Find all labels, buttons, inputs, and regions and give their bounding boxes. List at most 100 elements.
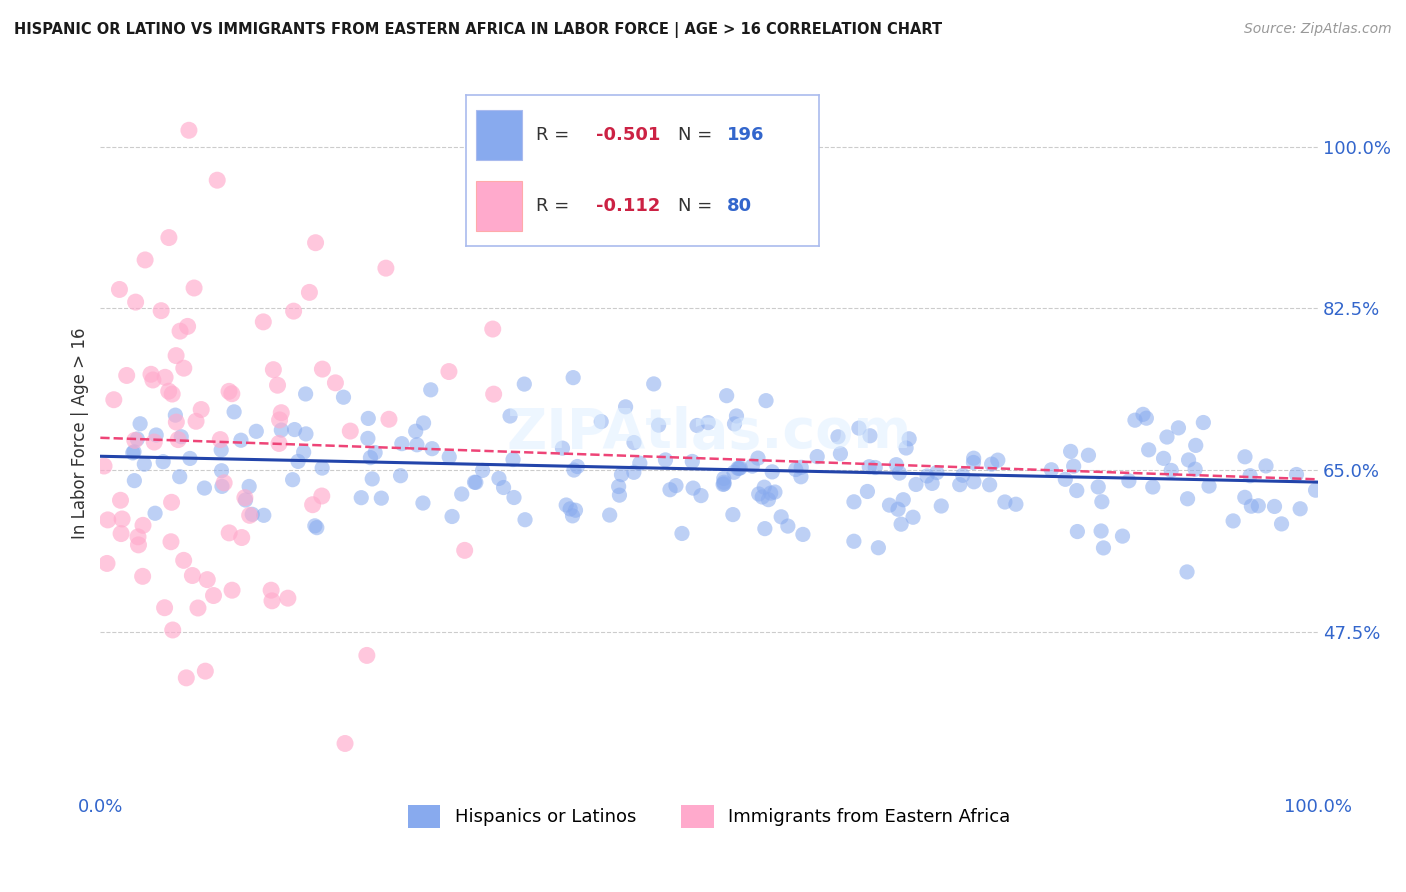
- Point: [1156, 430, 1178, 444]
- Point: [665, 478, 688, 492]
- Point: [562, 370, 585, 384]
- Point: [111, 512, 134, 526]
- Point: [160, 495, 183, 509]
- Point: [560, 502, 582, 516]
- Point: [741, 459, 763, 474]
- Point: [925, 466, 948, 480]
- Point: [333, 737, 356, 751]
- Point: [359, 450, 381, 465]
- Point: [240, 508, 263, 522]
- Point: [776, 519, 799, 533]
- Point: [405, 424, 427, 438]
- Point: [647, 418, 669, 433]
- Point: [987, 453, 1010, 467]
- Point: [205, 173, 228, 187]
- Point: [195, 573, 218, 587]
- Point: [287, 454, 309, 468]
- Point: [1090, 524, 1112, 538]
- Point: [643, 376, 665, 391]
- Point: [260, 583, 283, 598]
- Point: [453, 543, 475, 558]
- Point: [562, 463, 585, 477]
- Point: [311, 489, 333, 503]
- Point: [785, 462, 807, 476]
- Point: [686, 418, 709, 433]
- Point: [471, 463, 494, 477]
- Point: [713, 475, 735, 490]
- Point: [763, 485, 786, 500]
- Point: [551, 441, 574, 455]
- Point: [754, 480, 776, 494]
- Point: [979, 477, 1001, 491]
- Point: [221, 386, 243, 401]
- Text: ZIPAtlas.com: ZIPAtlas.com: [506, 406, 912, 460]
- Point: [221, 583, 243, 598]
- Point: [723, 417, 745, 431]
- Point: [759, 486, 782, 500]
- Point: [1240, 499, 1263, 513]
- Point: [437, 365, 460, 379]
- Point: [681, 454, 703, 468]
- Point: [607, 479, 630, 493]
- Point: [561, 508, 583, 523]
- Point: [187, 601, 209, 615]
- Point: [173, 553, 195, 567]
- Point: [830, 447, 852, 461]
- Point: [183, 281, 205, 295]
- Point: [1054, 472, 1077, 486]
- Point: [357, 411, 380, 425]
- Point: [1184, 462, 1206, 476]
- Point: [281, 473, 304, 487]
- Point: [412, 416, 434, 430]
- Point: [754, 522, 776, 536]
- Point: [555, 498, 578, 512]
- Point: [450, 487, 472, 501]
- Point: [269, 413, 291, 427]
- Point: [1040, 463, 1063, 477]
- Point: [1285, 467, 1308, 482]
- Point: [1177, 491, 1199, 506]
- Point: [727, 461, 749, 475]
- Point: [169, 469, 191, 483]
- Point: [806, 450, 828, 464]
- Point: [132, 518, 155, 533]
- Point: [245, 425, 267, 439]
- Point: [142, 373, 165, 387]
- Point: [124, 434, 146, 448]
- Point: [713, 471, 735, 485]
- Point: [103, 392, 125, 407]
- Point: [194, 664, 217, 678]
- Point: [127, 530, 149, 544]
- Point: [929, 499, 952, 513]
- Point: [1059, 444, 1081, 458]
- Point: [441, 509, 464, 524]
- Point: [211, 479, 233, 493]
- Point: [127, 538, 149, 552]
- Point: [904, 477, 927, 491]
- Point: [1233, 491, 1256, 505]
- Point: [890, 517, 912, 532]
- Point: [842, 534, 865, 549]
- Point: [721, 508, 744, 522]
- Point: [153, 370, 176, 384]
- Point: [1167, 421, 1189, 435]
- Point: [110, 526, 132, 541]
- Point: [96, 557, 118, 571]
- Point: [211, 464, 233, 478]
- Point: [173, 361, 195, 376]
- Point: [889, 466, 911, 480]
- Point: [150, 303, 173, 318]
- Point: [134, 457, 156, 471]
- Point: [165, 349, 187, 363]
- Point: [134, 252, 156, 267]
- Point: [370, 491, 392, 505]
- Point: [209, 433, 232, 447]
- Point: [97, 513, 120, 527]
- Point: [165, 415, 187, 429]
- Point: [848, 421, 870, 435]
- Point: [162, 623, 184, 637]
- Point: [842, 495, 865, 509]
- Point: [270, 423, 292, 437]
- Point: [481, 322, 503, 336]
- Point: [827, 430, 849, 444]
